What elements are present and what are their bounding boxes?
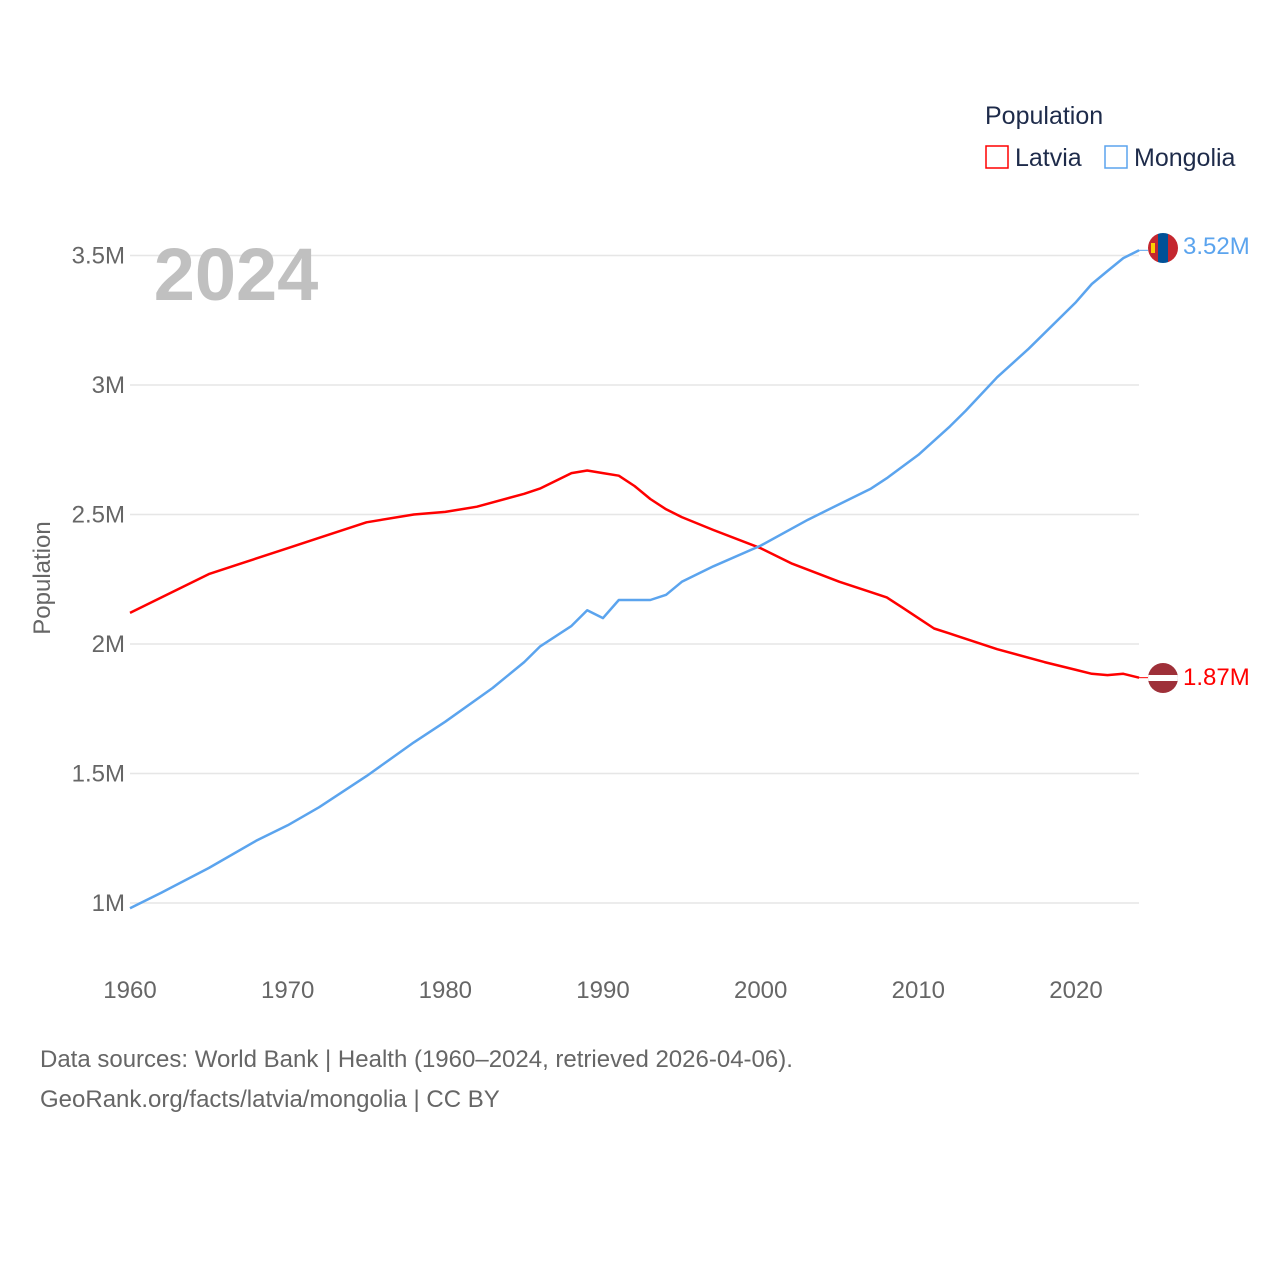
x-tick-label: 2000 xyxy=(734,977,787,1004)
legend-label-latvia[interactable]: Latvia xyxy=(1015,144,1082,172)
x-tick-label: 2010 xyxy=(892,977,945,1004)
y-tick-label: 2M xyxy=(92,631,125,658)
latvia-end-label: 1.87M xyxy=(1183,664,1250,691)
x-tick-label: 2020 xyxy=(1049,977,1102,1004)
attribution-link[interactable]: GeoRank.org/facts/latvia/mongolia | CC B… xyxy=(40,1086,500,1113)
series-line-latvia[interactable] xyxy=(129,469,1140,679)
mongolia-end-label: 3.52M xyxy=(1183,233,1250,260)
x-tick-label: 1960 xyxy=(103,977,156,1004)
legend-swatch-latvia[interactable] xyxy=(985,145,1009,169)
x-tick-label: 1970 xyxy=(261,977,314,1004)
legend-swatch-mongolia[interactable] xyxy=(1104,145,1128,169)
y-tick-label: 2.5M xyxy=(72,502,125,529)
x-tick-label: 1980 xyxy=(419,977,472,1004)
x-tick-label: 1990 xyxy=(576,977,629,1004)
y-axis-label: Population xyxy=(29,521,56,634)
series-line-mongolia[interactable] xyxy=(129,249,1140,910)
legend-title: Population xyxy=(985,102,1103,130)
mongolia-flag-icon xyxy=(1148,233,1178,263)
y-tick-label: 3M xyxy=(92,372,125,399)
latvia-flag-icon xyxy=(1148,663,1178,693)
legend-label-mongolia[interactable]: Mongolia xyxy=(1134,144,1236,172)
y-tick-label: 1.5M xyxy=(72,761,125,788)
y-tick-label: 3.5M xyxy=(72,243,125,270)
y-tick-label: 1M xyxy=(92,890,125,917)
year-label: 2024 xyxy=(154,233,319,316)
data-source-note: Data sources: World Bank | Health (1960–… xyxy=(40,1046,793,1073)
